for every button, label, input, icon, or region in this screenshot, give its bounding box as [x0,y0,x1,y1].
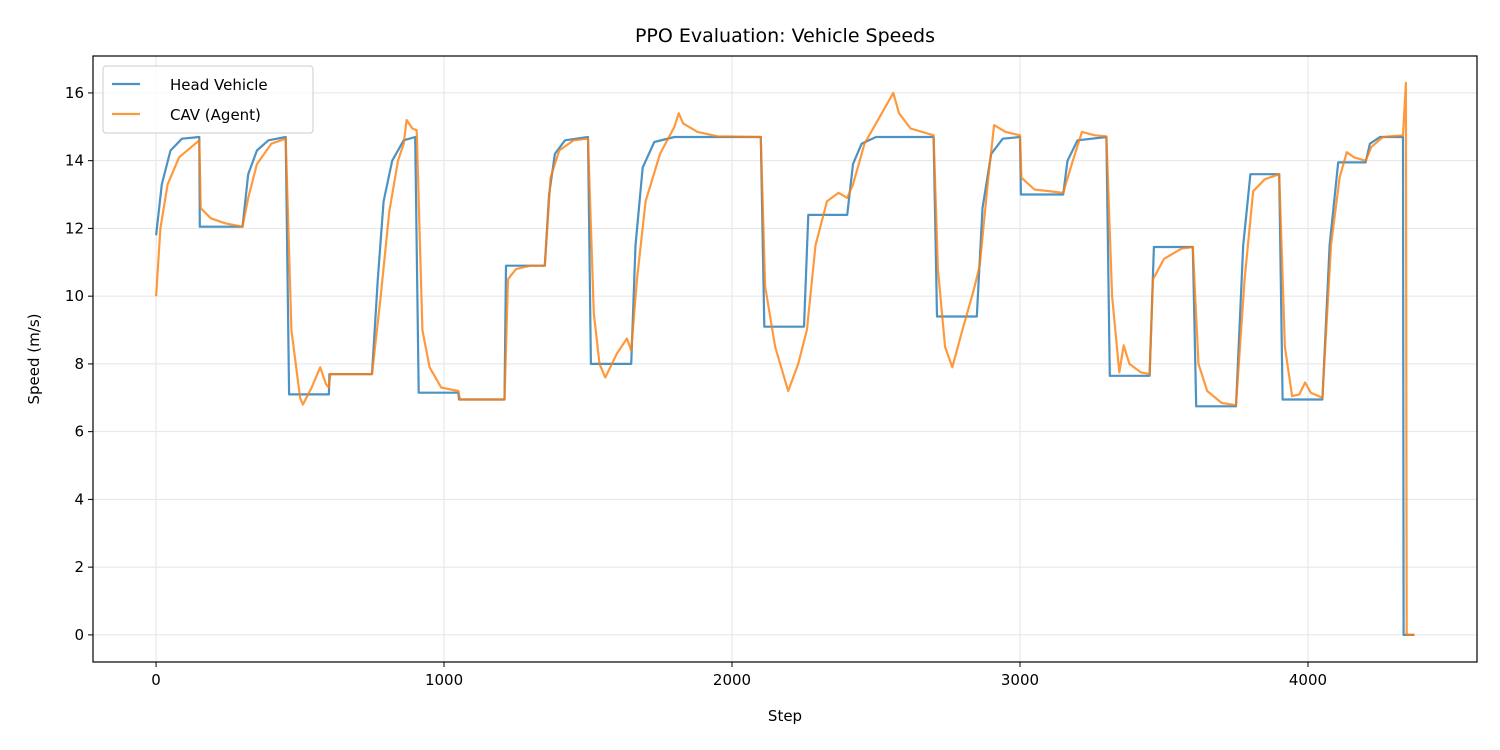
chart-title: PPO Evaluation: Vehicle Speeds [635,25,935,47]
y-tick-label: 14 [65,152,84,170]
x-tick-label: 4000 [1289,671,1327,689]
y-tick-label: 10 [65,287,84,305]
x-axis-label: Step [768,707,802,725]
plot-frame [92,55,1478,663]
x-tick-label: 1000 [425,671,463,689]
y-tick-label: 12 [65,219,84,237]
series-line-head-vehicle [155,135,1415,637]
x-tick-label: 3000 [1001,671,1039,689]
legend: Head Vehicle CAV (Agent) [102,65,314,134]
y-tick-label: 4 [74,490,84,508]
y-tick-label: 8 [74,355,84,373]
legend-label-cav-agent: CAV (Agent) [170,106,261,124]
x-tick-label: 0 [151,671,161,689]
legend-box [102,65,314,134]
ticks: 0 1000 2000 3000 4000 0 2 4 6 8 10 12 14 16 [65,84,1327,689]
y-axis-label: Speed (m/s) [25,314,43,405]
y-tick-label: 0 [74,626,84,644]
series-line-cav-agent [155,81,1415,637]
y-tick-label: 6 [74,423,84,441]
plot-lines [155,81,1415,637]
grid [93,56,1477,662]
x-tick-label: 2000 [713,671,751,689]
legend-label-head-vehicle: Head Vehicle [170,76,268,94]
y-tick-label: 2 [74,558,84,576]
y-tick-label: 16 [65,84,84,102]
